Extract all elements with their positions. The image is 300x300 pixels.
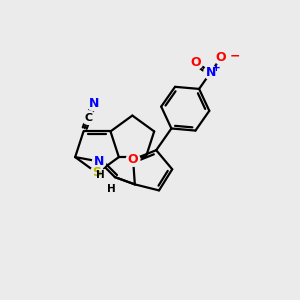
Circle shape [82,111,95,124]
Text: N: N [88,97,99,110]
Text: +: + [212,63,220,73]
Circle shape [90,166,104,180]
Text: −: − [229,50,240,63]
Circle shape [126,153,140,166]
Text: N: N [94,155,104,168]
Circle shape [189,56,203,69]
Text: H: H [107,184,116,194]
Text: S: S [92,167,101,179]
Circle shape [92,155,106,168]
Text: O: O [216,51,226,64]
Text: O: O [191,56,201,69]
Circle shape [214,51,228,64]
Text: C: C [85,112,93,123]
Circle shape [204,66,218,79]
Text: N: N [206,66,216,79]
Text: H: H [96,170,105,180]
Text: O: O [128,153,138,166]
Circle shape [87,97,100,110]
